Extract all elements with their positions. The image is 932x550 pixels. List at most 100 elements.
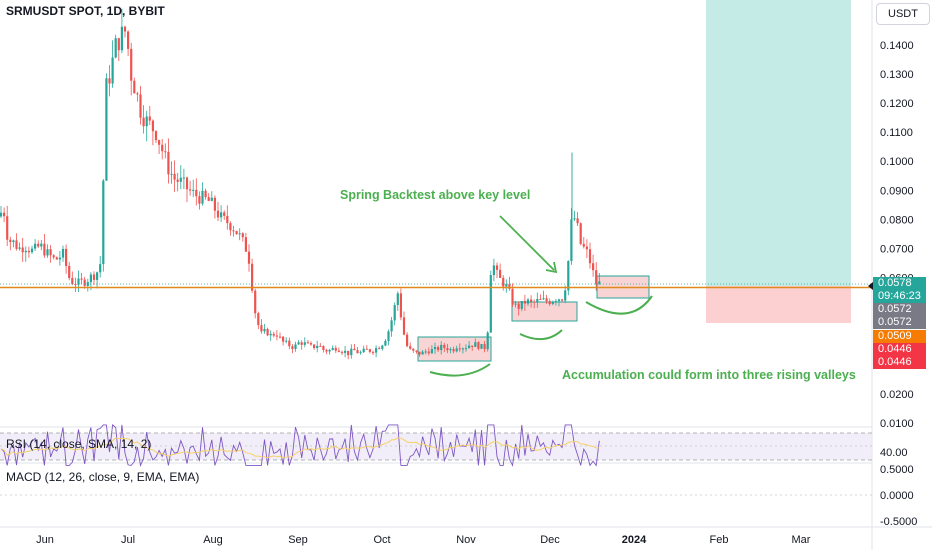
price-tick-label: 0.1200 [880, 98, 914, 110]
candle-body [471, 345, 474, 347]
symbol-title[interactable]: SRMUSDT SPOT, 1D, BYBIT [6, 4, 165, 18]
price-axis: 0.1400 0.1300 0.1200 0.1100 0.1000 0.0900 0.08… [880, 40, 914, 430]
candle-body [77, 278, 80, 285]
candle-body [511, 288, 514, 305]
time-axis: Jun Jul Aug Sep Oct Nov Dec 2024 Feb Mar [36, 534, 811, 546]
candle-body [34, 243, 37, 249]
time-tick-label: Aug [203, 534, 223, 546]
candle-body [433, 347, 437, 350]
candle-body [275, 335, 278, 337]
candle-body [468, 345, 471, 349]
time-tick-label: Mar [792, 534, 811, 546]
candle-body [145, 116, 148, 127]
candle-body [58, 257, 61, 260]
currency-unit-button[interactable]: USDT [876, 3, 930, 25]
candle-body [108, 78, 111, 84]
candle-body [49, 249, 52, 256]
candle-body [0, 212, 3, 217]
candle-body [210, 197, 213, 201]
candle-body [495, 265, 499, 270]
candle-body [266, 328, 269, 336]
price-tick-label: 0.0200 [880, 389, 914, 401]
candle-body [592, 263, 595, 271]
candle-body [65, 248, 68, 266]
candle-body [189, 189, 192, 191]
candle-body [412, 348, 415, 351]
last-price-badge: 0.0578 09:46:23 [873, 277, 926, 303]
candle-body [291, 346, 294, 350]
candle-body [480, 344, 483, 349]
candle-body [486, 332, 489, 350]
candle-body [142, 117, 145, 127]
candle-body [523, 300, 526, 304]
candle-body [52, 255, 55, 258]
candle-body [37, 243, 40, 247]
candle-body [393, 305, 396, 321]
price-tick-label: 0.0800 [880, 214, 914, 226]
candle-body [421, 351, 424, 355]
candle-body [213, 197, 216, 211]
candle-body [176, 179, 179, 182]
candle-body [192, 189, 195, 191]
candle-body [492, 265, 495, 276]
candle-body [461, 348, 464, 350]
candle-body [123, 26, 127, 32]
candle-body [353, 348, 356, 351]
candle-body [570, 219, 573, 261]
candle-body [83, 279, 86, 286]
candle-body [61, 248, 65, 258]
candle-body [573, 218, 576, 220]
candle-body [232, 230, 235, 232]
macd-label[interactable]: MACD (12, 26, close, 9, EMA, EMA) [6, 470, 200, 484]
candle-body [278, 336, 282, 338]
rsi-line [0, 424, 600, 467]
accumulation-box-1 [417, 336, 492, 362]
candle-body [263, 328, 266, 332]
level-badge-a: 0.0572 [873, 303, 926, 316]
candle-body [396, 293, 399, 306]
candle-body [80, 278, 83, 280]
candle-body [334, 348, 337, 351]
candle-body [269, 333, 272, 336]
level-badge-e: 0.0446 [873, 356, 926, 369]
candle-body [474, 342, 477, 347]
candle-body [359, 352, 362, 354]
candle-body [365, 348, 368, 350]
macd-tick-label: 0.5000 [880, 464, 914, 476]
candle-body [46, 249, 49, 256]
candle-body [502, 277, 505, 287]
candle-body [319, 345, 322, 347]
candle-body [350, 348, 353, 356]
time-tick-label: Oct [373, 534, 390, 546]
candle-body [241, 233, 244, 238]
price-tick-label: 0.1400 [880, 40, 914, 52]
candle-body [3, 212, 6, 217]
rsi-label[interactable]: RSI (14, close, SMA, 14, 2) [6, 437, 152, 451]
candle-body [514, 303, 517, 305]
rsi-ma-line [0, 437, 600, 459]
candle-body [55, 257, 58, 260]
candle-body [316, 345, 319, 349]
level-badge-b: 0.0572 [873, 316, 926, 329]
candle-body [418, 351, 421, 355]
candle-body [130, 48, 133, 81]
candle-body [595, 270, 598, 285]
candle-body [40, 243, 43, 247]
candle-body [331, 348, 334, 350]
candle-body [309, 343, 313, 345]
candle-body [272, 333, 275, 336]
candle-body [89, 274, 92, 283]
last-price-value: 0.0578 [878, 277, 912, 289]
candle-body [102, 180, 105, 265]
candle-body [499, 269, 502, 278]
candle-body [195, 189, 198, 197]
candle-body [18, 247, 21, 249]
candle-body [598, 281, 601, 285]
candle-body [424, 351, 427, 353]
candle-body [483, 344, 486, 350]
candle-body [300, 342, 303, 345]
candle-body [371, 351, 375, 353]
candle-body [533, 301, 536, 303]
candle-body [375, 348, 378, 353]
